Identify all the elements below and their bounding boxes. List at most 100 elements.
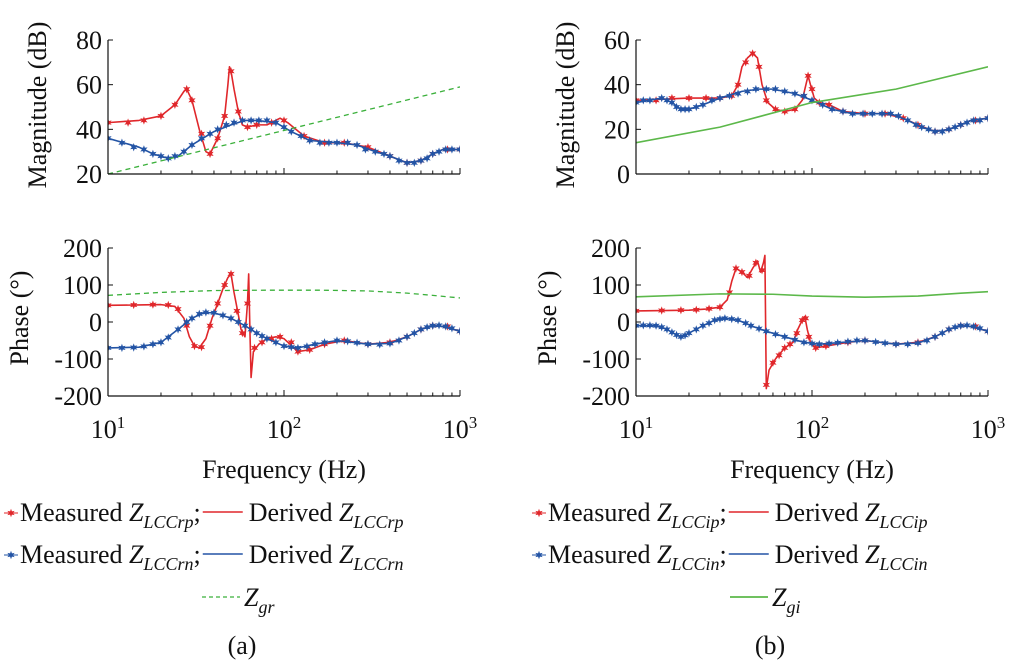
panel-b-phase-y-tick-label: 100 — [591, 271, 630, 300]
panel-b-phase-measured-z-lccip-marker — [769, 358, 777, 367]
panel-a-phase-y-tick-label: -200 — [54, 382, 102, 411]
panel-a-magnitude-measured-z-lccrn-marker — [325, 138, 333, 147]
panel-a-magnitude-measured-z-lccrn-marker — [429, 149, 437, 159]
panel-b-phase-measured-z-lccin-marker — [945, 325, 953, 334]
panel-a-phase-measured-z-lccrn-marker — [303, 342, 311, 351]
panel-b-phase-measured-z-lccip-marker — [781, 343, 789, 353]
panel-a-magnitude-ylabel: Magnitude (dB) — [23, 22, 52, 189]
panel-b-phase-measured-z-lccip-marker — [762, 380, 770, 390]
panel-a-magnitude-measured-z-lccrn-marker — [188, 140, 196, 150]
panel-a-caption: (a) — [228, 631, 257, 660]
panel-a-phase-measured-z-lccrn-marker — [287, 342, 295, 352]
panel-a-magnitude-measured-z-lccrn-marker — [297, 131, 305, 141]
panel-a-legend-derived-label: Derived ZLCCrp — [249, 498, 404, 532]
panel-a-magnitude-measured-z-lccrn-marker — [247, 116, 255, 125]
panel-b-magnitude-measured-z-lccip-marker — [652, 96, 660, 105]
panel-a-magnitude-measured-z-lccrn-marker — [230, 118, 238, 127]
panel-a-magnitude-measured-z-lccrp-marker — [108, 118, 112, 127]
panel-a-phase-measured-z-lccrn-marker — [442, 322, 450, 331]
panel-a-phase-measured-z-lccrn-marker — [118, 343, 126, 353]
panel-a-phase-measured-z-lccrp-marker — [306, 345, 314, 354]
panel-b-phase-measured-z-lccin-marker — [711, 315, 719, 325]
panel-b-phase-measured-z-lccin-marker — [639, 321, 647, 330]
panel-b-magnitude-measured-z-lccip-marker — [668, 93, 676, 103]
panel-b-magnitude-measured-z-lccin-marker — [663, 96, 671, 105]
panel-a-phase-measured-z-lccrn-marker — [258, 331, 266, 341]
panel-b-magnitude-measured-z-lccin-marker — [868, 109, 876, 118]
panel-a-phase-measured-z-lccrn-marker — [376, 340, 384, 349]
panel-a-phase-measured-z-lccrp-marker — [250, 343, 259, 353]
panel-a-magnitude-measured-z-lccrp-marker — [243, 122, 252, 132]
panel-a-magnitude-series-group — [108, 66, 460, 175]
panel-b-phase-measured-z-lccin-marker — [781, 332, 789, 341]
panel-b-magnitude-measured-z-lccip-marker — [742, 58, 750, 67]
panel-a-magnitude-measured-z-lccrn-marker — [157, 151, 165, 161]
panel-b-phase-plot: -200 -100 0 100 200 — [582, 234, 989, 411]
panel-b-magnitude-measured-z-lccin-marker — [976, 116, 984, 125]
panel-a-magnitude-measured-z-lccrn-marker — [118, 138, 126, 147]
panel-b-phase-measured-z-lccip-marker — [812, 343, 820, 353]
panel-b-x-tick-label: 101 — [619, 413, 654, 444]
panel-a-phase-measured-z-lccrn-marker — [108, 343, 112, 353]
panel-a-magnitude-measured-z-lccrn-marker — [442, 145, 450, 154]
panel-b-phase-z-gi-solid — [636, 290, 988, 299]
panel-b-magnitude-measured-z-lccip-marker — [734, 80, 742, 89]
panel-b-phase-measured-z-lccip-markers — [636, 258, 988, 390]
panel-b-x-tick-label: 103 — [971, 413, 1006, 444]
panel-b-phase-measured-z-lccin-marker — [685, 328, 693, 338]
panel-a-magnitude-measured-z-lccrn-marker — [395, 156, 403, 165]
panel-a-x-tick-label: 102 — [267, 413, 302, 444]
panel-a-phase-measured-z-lccrn-marker — [333, 336, 341, 345]
panel-b-phase-measured-z-lccin-marker — [668, 328, 676, 337]
panel-a-phase-measured-z-lccrn-marker — [272, 338, 280, 347]
panel-b-magnitude-measured-z-lccin-marker — [672, 102, 681, 112]
panel-b-magnitude-measured-z-lccin-marker — [781, 87, 789, 96]
panel-b-legend-derived-label: Derived ZLCCin — [775, 540, 928, 574]
panel-a-phase-y-tick-label: 0 — [89, 308, 102, 337]
panel-a-xlabel: Frequency (Hz) — [202, 455, 366, 484]
panel-b-phase-measured-z-lccin-marker — [904, 340, 912, 349]
panel-a-magnitude-measured-z-lccrn-marker — [206, 129, 214, 138]
panel-b-magnitude-measured-z-lccin-marker — [725, 91, 734, 101]
panel-b-phase-measured-z-lccip-marker — [745, 271, 753, 280]
panel-b-legend-entry-2: Measured ZLCCin; Derived ZLCCin — [532, 540, 928, 574]
panel-a-phase-measured-z-lccrp-marker — [233, 306, 241, 316]
panel-a-phase-y-tick-label: -100 — [54, 345, 102, 374]
panel-a-phase-measured-z-lccrn-marker — [311, 340, 319, 349]
panel-b-phase-measured-z-lccip-marker — [677, 305, 685, 315]
panel-a-magnitude-measured-z-lccrn-marker — [272, 118, 280, 127]
panel-a-magnitude-measured-z-lccrn-marker — [435, 147, 443, 156]
panel-a-x-tick-label: 103 — [443, 413, 478, 444]
panel-a-phase-measured-z-lccrp-marker — [340, 336, 348, 345]
panel-a-phase-measured-z-lccrp-marker — [221, 280, 229, 290]
panel-a-phase-y-tick-label: 100 — [63, 271, 102, 300]
panel-b-magnitude-measured-z-lccin-marker — [681, 105, 689, 114]
panel-a-phase-measured-z-lccrn-marker — [234, 317, 242, 327]
panel-a-phase-derived-z-lccrp-line — [108, 273, 460, 379]
panel-b-magnitude-measured-z-lccip-marker — [728, 91, 736, 101]
panel-a-magnitude-y-tick-label: 40 — [76, 115, 102, 144]
panel-b-magnitude-measured-z-lccin-marker — [791, 89, 799, 98]
panel-a-magnitude-measured-z-lccrp-marker — [171, 100, 179, 109]
panel-b-magnitude-measured-z-lccin-marker — [904, 116, 912, 125]
panel-a-phase-measured-z-lccrn-marker — [210, 308, 218, 317]
panel-b-phase-measured-z-lccip-marker — [725, 288, 734, 297]
panel-a-magnitude-measured-z-lccrn-marker — [361, 145, 370, 154]
panel-b-phase-measured-z-lccin-marker — [762, 327, 770, 336]
panel-b-phase-measured-z-lccin-marker — [716, 314, 724, 324]
panel-b-phase-measured-z-lccin-marker — [652, 321, 660, 330]
panel-a-phase-measured-z-lccrn-marker — [140, 342, 148, 351]
panel-a-legend-entry-3: Zgr — [202, 583, 275, 617]
panel-b-phase-derived-z-lccip-line — [636, 254, 988, 390]
panel-b-xlabel: Frequency (Hz) — [730, 455, 894, 484]
panel-a-phase-measured-z-lccrp-marker — [190, 341, 199, 351]
panel-b-phase-measured-z-lccip-marker — [805, 332, 813, 341]
panel-b-phase-measured-z-lccin-marker — [815, 340, 823, 349]
panel-a-phase-measured-z-lccrp-marker — [258, 338, 266, 347]
panel-b-phase-measured-z-lccip-marker — [716, 303, 724, 312]
panel-b-magnitude-measured-z-lccin-marker — [716, 93, 724, 103]
panel-a-phase-measured-z-lccrn-marker — [188, 314, 196, 323]
panel-b-phase-measured-z-lccin-marker — [844, 337, 852, 346]
panel-b-phase-measured-z-lccin-marker — [853, 336, 861, 345]
